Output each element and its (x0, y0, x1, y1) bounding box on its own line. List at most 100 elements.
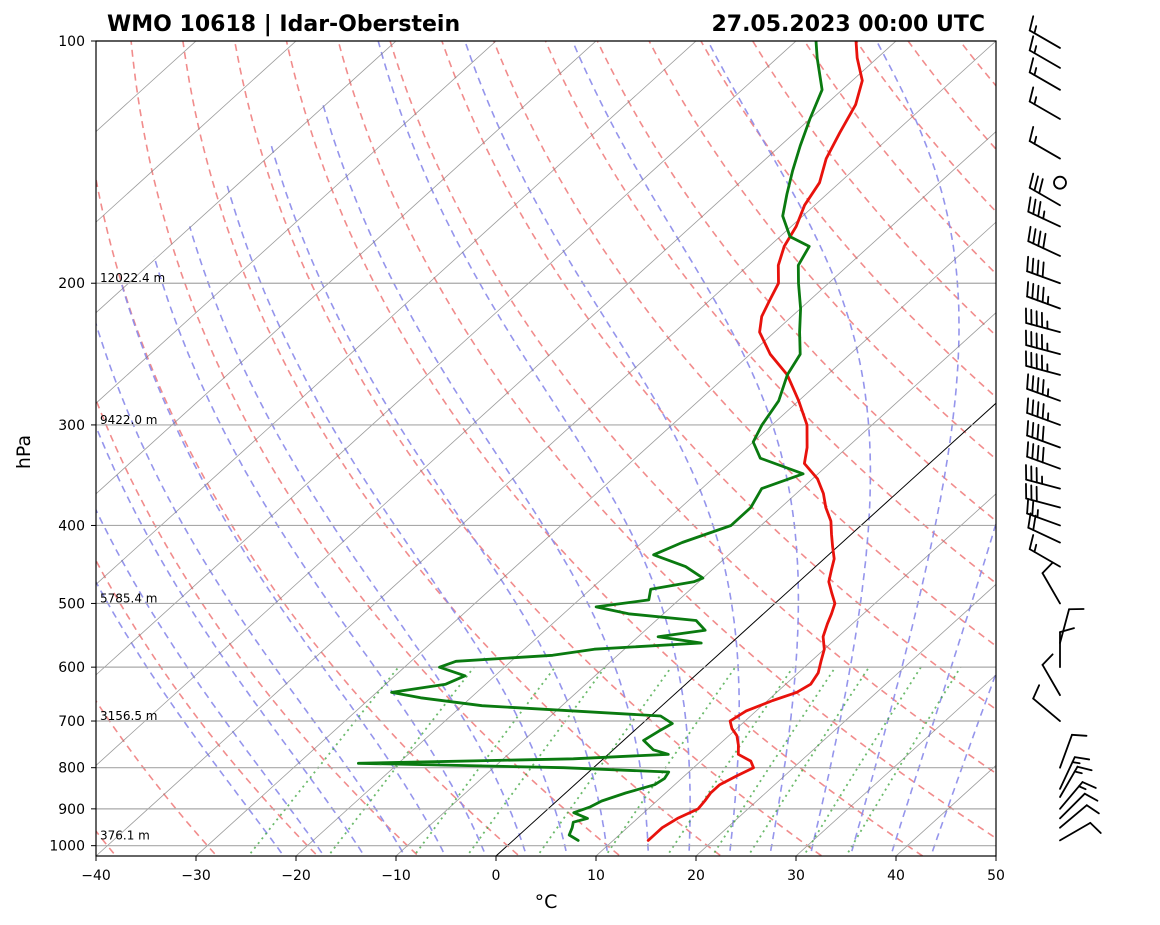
y-axis-ticks: 100 200 300 400 500 600 700 800 900 1000 (49, 34, 96, 855)
wind-barb (1026, 498, 1061, 527)
height-labels: 12022.4 m 9422.0 m 5785.4 m 3156.5 m 376.1 m (100, 271, 165, 842)
wind-barb (1026, 281, 1061, 310)
wind-barb (1028, 35, 1061, 69)
x-tick-label: 0 (492, 868, 501, 884)
wind-barb (1025, 307, 1061, 333)
background-guide-lines (96, 41, 996, 856)
isotherm-line (96, 41, 397, 314)
isotherm-line (695, 583, 996, 856)
x-tick-label: 20 (687, 868, 705, 884)
wind-barb (1025, 329, 1061, 356)
wind-barb (1027, 512, 1061, 544)
moist-adiabat (96, 424, 366, 856)
wind-barb (1026, 420, 1061, 449)
x-tick-label: 10 (587, 868, 605, 884)
wind-barb (1059, 821, 1102, 842)
moist-adiabat (270, 145, 609, 856)
chart-title-station: WMO 10618 | Idar-Oberstein (107, 12, 460, 37)
dry-adiabat (596, 41, 996, 522)
isotherm-line (395, 312, 996, 856)
isotherm-line (195, 131, 996, 856)
isotherm-line (495, 402, 996, 856)
wind-barb (1059, 765, 1093, 798)
mixing-ratio-line (327, 666, 475, 856)
wind-barb (1059, 608, 1085, 644)
wind-barb (1041, 653, 1061, 697)
wind-barb (1026, 373, 1061, 402)
wind-barb (1059, 756, 1091, 790)
wind-barb (1025, 483, 1061, 509)
moist-adiabat (707, 41, 872, 856)
isotherm-line (96, 41, 497, 404)
moist-adiabat (889, 520, 996, 856)
wind-barb (1027, 196, 1061, 228)
wind-barb (1026, 255, 1061, 285)
x-axis-label: °C (535, 891, 558, 913)
y-tick-label: 600 (58, 660, 85, 676)
isotherm-line (96, 41, 597, 495)
wind-barb (1025, 350, 1061, 376)
wind-barb (1032, 684, 1061, 722)
wind-barb (1025, 464, 1061, 490)
height-label: 5785.4 m (100, 591, 158, 605)
y-tick-label: 400 (58, 518, 85, 534)
moist-adiabat (571, 41, 800, 856)
mixing-ratio-line (465, 666, 606, 856)
x-tick-label: 40 (887, 868, 905, 884)
y-axis-label: hPa (13, 435, 35, 469)
isotherm-line (795, 674, 996, 856)
wind-barb (1053, 175, 1067, 190)
moist-adiabat (930, 671, 996, 856)
dry-adiabat (130, 41, 622, 856)
wind-barb (1026, 397, 1061, 426)
x-tick-label: 30 (787, 868, 805, 884)
profile-lines (357, 41, 864, 842)
y-tick-label: 1000 (49, 839, 85, 855)
isotherm-line (96, 41, 996, 856)
wind-barb (1027, 225, 1061, 257)
y-tick-label: 300 (58, 418, 85, 434)
moist-adiabat (464, 41, 740, 856)
dry-adiabat (233, 41, 824, 856)
x-tick-label: −20 (281, 868, 311, 884)
wind-barb (1028, 15, 1061, 49)
y-tick-label: 100 (58, 34, 85, 50)
wind-barb (1028, 57, 1061, 91)
dry-adiabat (285, 41, 925, 856)
dry-adiabat (389, 41, 996, 775)
isotherm-line (96, 41, 797, 676)
y-tick-label: 800 (58, 761, 85, 777)
y-tick-label: 200 (58, 276, 85, 292)
temperature-profile-line (646, 41, 864, 842)
dry-adiabat (96, 558, 319, 856)
wind-barb (1028, 534, 1061, 568)
wind-barb (1059, 792, 1099, 820)
wind-barb (1028, 126, 1061, 160)
plot-frame (95, 40, 997, 857)
isotherm-line (96, 41, 297, 223)
mixing-ratio-line (802, 666, 922, 856)
wind-barb (1041, 561, 1061, 605)
dry-adiabat (96, 397, 420, 856)
mixing-ratio-line (747, 666, 870, 856)
y-tick-label: 700 (58, 714, 85, 730)
dewpoint-profile-line (357, 41, 824, 842)
dry-adiabat (96, 175, 521, 856)
x-axis-ticks: −40 −30 −20 −10 0 10 20 30 40 50 (81, 856, 1005, 884)
height-label: 12022.4 m (100, 271, 165, 285)
wind-barb (1028, 86, 1061, 120)
dry-adiabat (492, 41, 996, 647)
height-label: 3156.5 m (100, 709, 158, 723)
wind-barb (1026, 441, 1061, 470)
y-tick-label: 900 (58, 802, 85, 818)
x-tick-label: −10 (381, 868, 411, 884)
height-label: 376.1 m (100, 828, 150, 842)
wind-barb (1059, 781, 1097, 810)
x-tick-label: −40 (81, 868, 111, 884)
y-tick-label: 500 (58, 596, 85, 612)
isotherm-line (96, 41, 897, 766)
mixing-ratio-line (845, 666, 962, 856)
isotherm-line (595, 493, 996, 856)
moist-adiabat (322, 104, 650, 856)
